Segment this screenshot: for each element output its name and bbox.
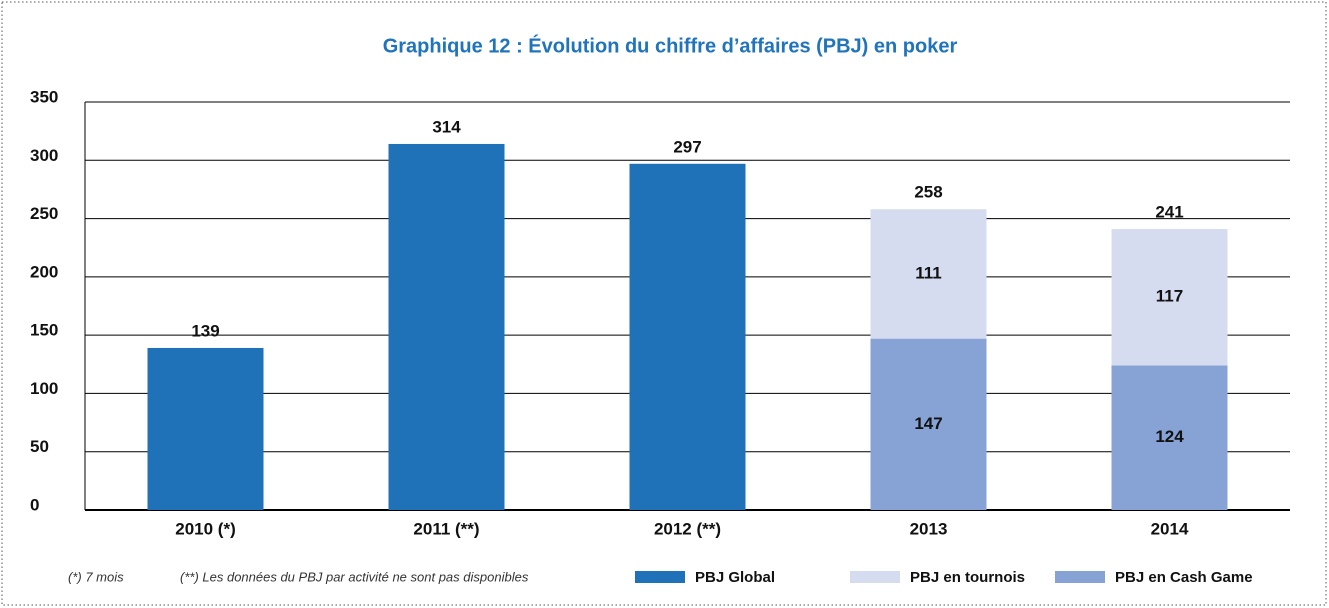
data-label: 314 [432, 117, 461, 136]
x-tick-label: 2012 (**) [654, 519, 721, 538]
y-tick-label: 50 [30, 437, 49, 456]
y-tick-label: 250 [30, 204, 58, 223]
note: (**) Les données du PBJ par activité ne … [180, 569, 529, 584]
legend-swatch [635, 571, 685, 583]
y-tick-label: 200 [30, 262, 58, 281]
data-label: 124 [1155, 427, 1184, 446]
bar-segment [870, 338, 987, 510]
bar-segment [388, 143, 505, 511]
legend-swatch [850, 571, 900, 583]
legend-swatch [1055, 571, 1105, 583]
total-label: 241 [1155, 203, 1183, 222]
data-label: 117 [1156, 287, 1183, 306]
x-tick-label: 2013 [910, 519, 948, 538]
y-tick-label: 100 [30, 379, 58, 398]
y-tick-label: 300 [30, 146, 58, 165]
bar-segment [870, 209, 987, 339]
legend-label: PBJ en tournois [910, 569, 1025, 586]
data-label: 147 [914, 414, 942, 433]
x-tick-label: 2010 (*) [175, 519, 235, 538]
y-tick-label: 150 [30, 321, 58, 340]
y-tick-label: 0 [30, 495, 39, 514]
bar-segment [1111, 365, 1228, 510]
legend-label: PBJ en Cash Game [1115, 569, 1253, 586]
data-label: 139 [191, 321, 219, 340]
data-label: 297 [673, 137, 701, 156]
data-label: 111 [915, 263, 942, 282]
bar-segment [1111, 229, 1228, 366]
x-tick-label: 2011 (**) [413, 519, 479, 538]
note: (*) 7 mois [68, 569, 124, 584]
chart-title: Graphique 12 : Évolution du chiffre d’af… [383, 34, 958, 57]
total-label: 258 [914, 183, 942, 202]
legend-label: PBJ Global [695, 569, 775, 586]
bar-segment [147, 347, 264, 510]
x-tick-label: 2014 [1151, 519, 1189, 538]
y-tick-label: 350 [30, 87, 58, 106]
bar-segment [629, 163, 746, 511]
